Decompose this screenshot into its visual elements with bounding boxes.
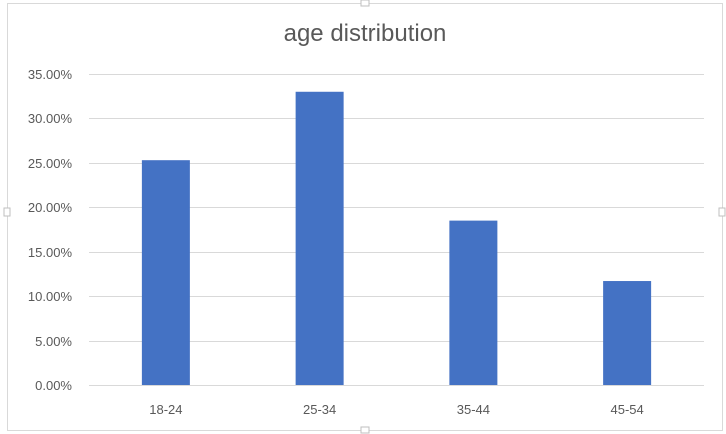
- y-tick-label: 0.00%: [35, 378, 72, 393]
- x-axis-tick-labels: 18-24 25-34 35-44 45-54: [149, 402, 644, 417]
- bars: [141, 91, 652, 386]
- chart-title: age distribution: [284, 20, 447, 47]
- y-tick-label: 5.00%: [35, 334, 72, 349]
- bar-25-34[interactable]: [295, 91, 344, 386]
- y-tick-label: 20.00%: [28, 200, 73, 215]
- y-axis-tick-labels: 0.00% 5.00% 10.00% 15.00% 20.00% 25.00% 30.00%…: [28, 67, 73, 393]
- resize-handle-left[interactable]: [3, 207, 11, 217]
- resize-handle-bottom[interactable]: [360, 426, 370, 434]
- y-tick-label: 15.00%: [28, 245, 73, 260]
- bar-35-44[interactable]: [449, 220, 498, 385]
- resize-handle-right[interactable]: [718, 207, 726, 217]
- x-tick-label: 45-54: [611, 402, 644, 417]
- y-tick-label: 35.00%: [28, 67, 73, 82]
- gridlines: [89, 74, 704, 386]
- x-tick-label: 18-24: [149, 402, 182, 417]
- y-tick-label: 30.00%: [28, 111, 73, 126]
- bar-45-54[interactable]: [603, 281, 652, 385]
- resize-handle-top[interactable]: [360, 0, 370, 7]
- y-tick-label: 10.00%: [28, 289, 73, 304]
- x-tick-label: 25-34: [303, 402, 336, 417]
- y-tick-label: 25.00%: [28, 156, 73, 171]
- x-tick-label: 35-44: [457, 402, 490, 417]
- bar-18-24[interactable]: [141, 160, 190, 385]
